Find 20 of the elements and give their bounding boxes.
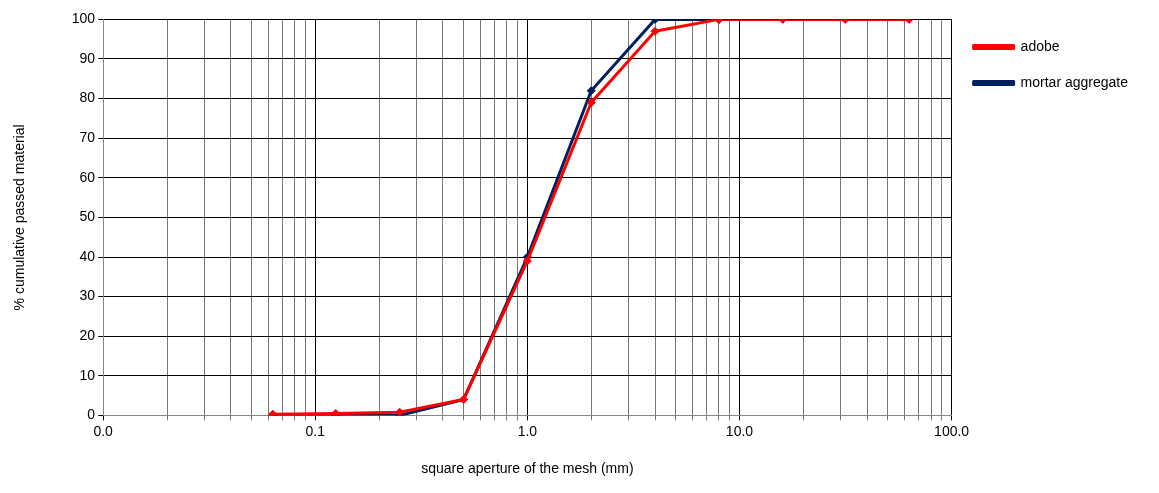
x-axis-title: square aperture of the mesh (mm) (421, 460, 634, 477)
legend-label: adobe (1020, 37, 1060, 54)
y-tick-label: 30 (79, 287, 96, 304)
x-tick-label: 0.1 (305, 422, 326, 439)
y-tick-label: 60 (79, 168, 96, 185)
x-tick-label: 0.0 (93, 422, 114, 439)
y-tick-label: 10 (79, 366, 96, 383)
y-tick-label: 70 (79, 129, 96, 146)
x-tick-label: 1.0 (517, 422, 538, 439)
y-tick-label: 100 (71, 10, 96, 27)
y-tick-label: 80 (79, 89, 96, 106)
x-tick-label: 10.0 (725, 422, 754, 439)
y-tick-label: 90 (79, 49, 96, 66)
x-tick-label: 100.0 (934, 422, 970, 439)
y-tick-label: 40 (79, 247, 96, 264)
y-tick-label: 20 (79, 327, 96, 344)
y-tick-label: 0 (87, 406, 96, 423)
y-tick-label: 50 (79, 208, 96, 225)
y-axis-title: % cumulative passed material (11, 124, 28, 311)
legend-label: mortar aggregate (1020, 73, 1129, 90)
